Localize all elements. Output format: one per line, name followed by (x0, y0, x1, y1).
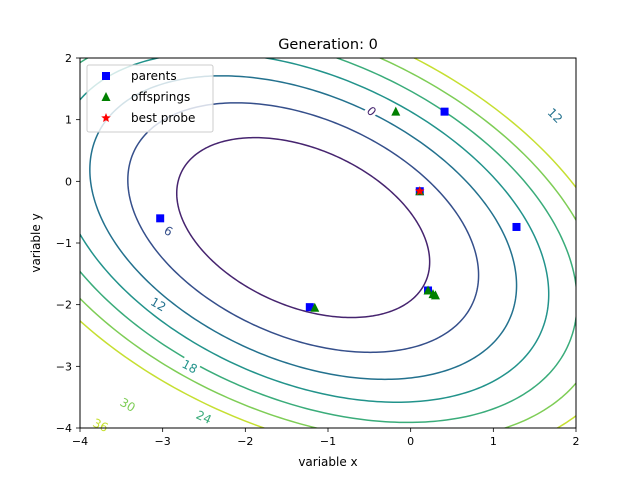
contour-label-text: 24 (194, 408, 214, 427)
y-axis-label: variable y (29, 213, 43, 272)
x-axis-ticks: −4 −3 −2 −1 0 1 2 (72, 428, 580, 448)
x-tick-label: 2 (573, 435, 580, 448)
contour-label: 18 (179, 355, 202, 377)
contour-label: 6 (160, 221, 177, 239)
x-tick-label: 1 (490, 435, 497, 448)
x-tick-label: −4 (72, 435, 88, 448)
parents-point (305, 303, 314, 312)
legend-box (86, 64, 214, 133)
offsprings-point (430, 290, 440, 300)
contour-line-0 (175, 136, 431, 319)
y-tick-label: 2 (65, 52, 72, 65)
x-tick-label: 0 (407, 435, 414, 448)
data-points (156, 106, 521, 312)
contour-label-text: 12 (148, 295, 168, 315)
contour-label: 0 (363, 102, 381, 120)
legend-label-best-probe: best probe (131, 111, 195, 125)
contour-line-30 (80, 58, 576, 428)
best-probe-point (415, 186, 425, 196)
contour-label: 36 (90, 414, 112, 435)
contour-label: 12 (147, 293, 170, 315)
y-tick-label: −2 (56, 299, 72, 312)
contour-line-24 (80, 58, 576, 424)
parents-point (156, 214, 165, 223)
parents-point (440, 107, 449, 116)
y-axis-ticks: −4 −3 −2 −1 0 1 2 (56, 52, 80, 435)
offsprings-point (310, 302, 320, 312)
y-tick-label: 0 (65, 175, 72, 188)
y-tick-label: 1 (65, 114, 72, 127)
legend-label-parents: parents (131, 69, 177, 83)
offsprings-point (391, 106, 401, 116)
offsprings-point (423, 285, 433, 295)
chart-title: Generation: 0 (278, 37, 378, 53)
legend-parents-marker (102, 72, 110, 80)
legend: parents offsprings best probe (86, 64, 214, 133)
y-tick-label: −3 (56, 360, 72, 373)
legend-offsprings-marker (101, 92, 111, 101)
contour-label-text: 18 (180, 357, 200, 377)
contour-label-text: 36 (91, 416, 111, 435)
y-tick-label: −4 (56, 422, 72, 435)
legend-best-probe-marker (101, 113, 111, 123)
contour-label: 30 (117, 394, 140, 415)
x-axis-label: variable x (298, 455, 357, 469)
contour-label: 24 (193, 406, 216, 427)
legend-label-offsprings: offsprings (131, 90, 190, 104)
y-tick-label: −1 (56, 237, 72, 250)
x-tick-label: −1 (320, 435, 336, 448)
x-tick-label: −3 (155, 435, 171, 448)
contour-label-text: 30 (118, 395, 138, 415)
x-tick-label: −2 (237, 435, 253, 448)
parents-point (512, 222, 521, 231)
